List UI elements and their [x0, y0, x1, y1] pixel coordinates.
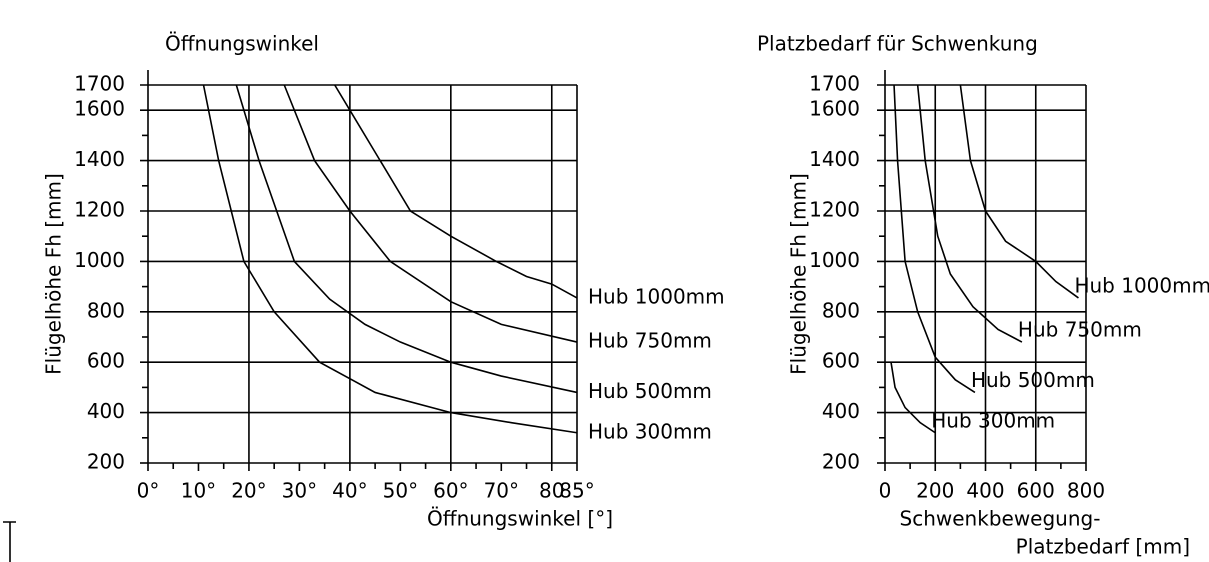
x-tick-label: 30°	[282, 479, 317, 503]
x-axis-label: Schwenkbewegung-	[900, 507, 1101, 531]
y-tick-label: 400	[87, 399, 125, 423]
y-tick-label: 600	[87, 349, 125, 373]
y-tick-label: 1000	[809, 248, 860, 272]
corner-mark	[3, 521, 16, 562]
y-tick-label: 600	[822, 349, 860, 373]
x-tick-label: 50°	[383, 479, 418, 503]
y-tick-label: 1700	[809, 72, 860, 96]
x-axis-label: Öffnungswinkel [°]	[427, 507, 613, 531]
y-tick-label: 1200	[74, 198, 125, 222]
curve	[235, 84, 578, 394]
curve	[959, 84, 1079, 299]
x-tick-label: 40°	[332, 479, 367, 503]
legend-label: Hub 500mm	[588, 379, 712, 403]
legend-label: Hub 750mm	[1018, 318, 1142, 342]
y-tick-label: 1700	[74, 72, 125, 96]
curve	[334, 84, 578, 299]
y-tick-label: 1000	[74, 248, 125, 272]
legend-label: Hub 1000mm	[588, 284, 725, 308]
y-tick-label: 800	[87, 298, 125, 322]
x-tick-label: 70°	[484, 479, 519, 503]
curve	[890, 362, 936, 434]
y-tick-label: 1600	[809, 97, 860, 121]
x-tick-label: 0°	[137, 479, 160, 503]
x-tick-label: 400	[966, 479, 1004, 503]
x-tick-label: 0	[879, 479, 892, 503]
y-tick-label: 200	[87, 450, 125, 474]
x-tick-label: 10°	[181, 479, 216, 503]
y-tick-label: 200	[822, 450, 860, 474]
chart-title: Öffnungswinkel	[165, 32, 319, 56]
x-axis-label: Platzbedarf [mm]	[1016, 535, 1190, 559]
legend-label: Hub 1000mm	[1074, 273, 1209, 297]
y-axis-label: Flügelhöhe Fh [mm]	[787, 173, 811, 375]
y-axis-label: Flügelhöhe Fh [mm]	[42, 173, 66, 375]
y-tick-label: 1600	[74, 97, 125, 121]
x-tick-label: 200	[916, 479, 954, 503]
legend-label: Hub 300mm	[588, 419, 712, 443]
x-tick-label: 85°	[559, 479, 594, 503]
legend-label: Hub 300mm	[931, 408, 1055, 432]
curve	[283, 84, 578, 343]
y-tick-label: 400	[822, 399, 860, 423]
y-tick-label: 1400	[74, 147, 125, 171]
y-tick-label: 800	[822, 298, 860, 322]
y-tick-label: 1400	[809, 147, 860, 171]
legend-label: Hub 750mm	[588, 329, 712, 353]
x-tick-label: 20°	[231, 479, 266, 503]
curve	[893, 84, 976, 394]
curve	[916, 84, 1023, 343]
legend-label: Hub 500mm	[971, 368, 1095, 392]
y-tick-label: 1200	[809, 198, 860, 222]
x-tick-label: 80	[539, 479, 564, 503]
chart-title: Platzbedarf für Schwenkung	[757, 32, 1038, 56]
curve	[202, 84, 578, 434]
x-tick-label: 60°	[433, 479, 468, 503]
x-tick-label: 600	[1017, 479, 1055, 503]
x-tick-label: 800	[1067, 479, 1105, 503]
